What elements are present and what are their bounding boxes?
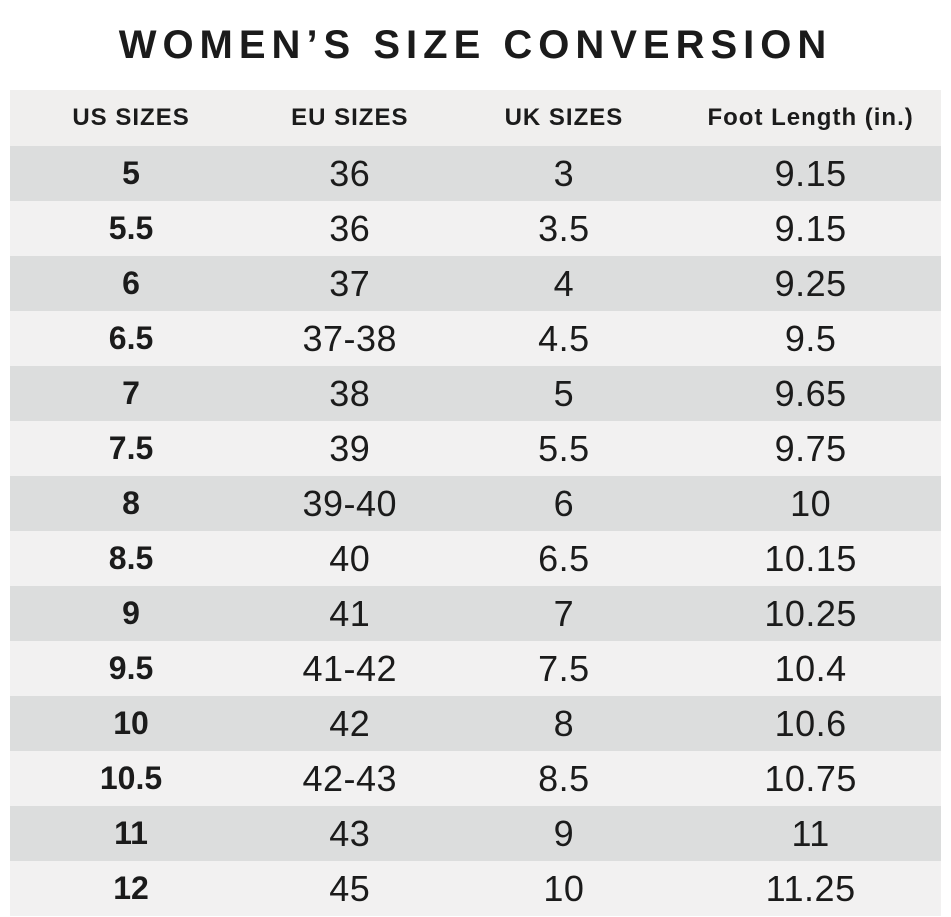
foot-length-cell: 9.5 bbox=[784, 317, 837, 359]
table-row: 11 43 9 11 bbox=[10, 806, 941, 861]
uk-size-cell: 8.5 bbox=[538, 757, 590, 799]
eu-size-cell: 36 bbox=[329, 207, 371, 249]
table-row: 6 37 4 9.25 bbox=[10, 256, 941, 311]
uk-size-cell: 10 bbox=[543, 867, 585, 909]
table-row: 6.5 37-38 4.5 9.5 bbox=[10, 311, 941, 366]
eu-size-cell: 39 bbox=[329, 427, 371, 469]
us-size-cell: 6.5 bbox=[108, 320, 154, 356]
us-size-cell: 6 bbox=[122, 265, 140, 301]
us-size-cell: 10.5 bbox=[99, 760, 163, 796]
table-row: 9.5 41-42 7.5 10.4 bbox=[10, 641, 941, 696]
table-row: 7 38 5 9.65 bbox=[10, 366, 941, 421]
eu-size-cell: 43 bbox=[329, 812, 371, 854]
uk-size-cell: 7.5 bbox=[538, 647, 590, 689]
us-size-cell: 5.5 bbox=[108, 210, 154, 246]
column-header-eu-sizes: EU SIZES bbox=[291, 104, 409, 131]
uk-size-cell: 6 bbox=[553, 482, 575, 524]
eu-size-cell: 42-43 bbox=[302, 757, 398, 799]
us-size-cell: 5 bbox=[122, 155, 140, 191]
foot-length-cell: 9.65 bbox=[774, 372, 847, 414]
us-size-cell: 7.5 bbox=[108, 430, 154, 466]
uk-size-cell: 4.5 bbox=[538, 317, 590, 359]
uk-size-cell: 7 bbox=[553, 592, 575, 634]
uk-size-cell: 6.5 bbox=[538, 537, 590, 579]
table-row: 9 41 7 10.25 bbox=[10, 586, 941, 641]
uk-size-cell: 8 bbox=[553, 702, 575, 744]
us-size-cell: 7 bbox=[122, 375, 140, 411]
us-size-cell: 11 bbox=[114, 815, 148, 851]
page-title: WOMEN’S SIZE CONVERSION bbox=[118, 22, 833, 67]
eu-size-cell: 37 bbox=[329, 262, 371, 304]
foot-length-cell: 9.25 bbox=[774, 262, 847, 304]
table-row: 10.5 42-43 8.5 10.75 bbox=[10, 751, 941, 806]
table-row: 12 45 10 11.25 bbox=[10, 861, 941, 916]
table-header-row: US SIZES EU SIZES UK SIZES Foot Length (… bbox=[10, 90, 941, 146]
table-row: 7.5 39 5.5 9.75 bbox=[10, 421, 941, 476]
eu-size-cell: 38 bbox=[329, 372, 371, 414]
foot-length-cell: 9.15 bbox=[774, 207, 847, 249]
foot-length-cell: 9.75 bbox=[774, 427, 847, 469]
uk-size-cell: 4 bbox=[553, 262, 575, 304]
us-size-cell: 8.5 bbox=[108, 540, 154, 576]
eu-size-cell: 41 bbox=[329, 592, 371, 634]
us-size-cell: 8 bbox=[122, 485, 140, 521]
foot-length-cell: 11 bbox=[791, 812, 830, 854]
foot-length-cell: 9.15 bbox=[774, 152, 847, 194]
table-row: 5.5 36 3.5 9.15 bbox=[10, 201, 941, 256]
column-header-foot-length: Foot Length (in.) bbox=[707, 104, 914, 131]
us-size-cell: 9.5 bbox=[108, 650, 154, 686]
foot-length-cell: 10.15 bbox=[764, 537, 857, 579]
foot-length-cell: 10.4 bbox=[774, 647, 847, 689]
eu-size-cell: 41-42 bbox=[302, 647, 398, 689]
table-row: 5 36 3 9.15 bbox=[10, 146, 941, 201]
table-row: 10 42 8 10.6 bbox=[10, 696, 941, 751]
eu-size-cell: 45 bbox=[329, 867, 371, 909]
column-header-us-sizes: US SIZES bbox=[72, 104, 190, 131]
foot-length-cell: 10.6 bbox=[774, 702, 847, 744]
uk-size-cell: 5 bbox=[553, 372, 575, 414]
foot-length-cell: 10.25 bbox=[764, 592, 857, 634]
uk-size-cell: 9 bbox=[553, 812, 575, 854]
uk-size-cell: 3.5 bbox=[538, 207, 590, 249]
size-conversion-table: US SIZES EU SIZES UK SIZES Foot Length (… bbox=[10, 90, 941, 916]
column-header-uk-sizes: UK SIZES bbox=[504, 104, 624, 131]
table-row: 8.5 40 6.5 10.15 bbox=[10, 531, 941, 586]
eu-size-cell: 39-40 bbox=[302, 482, 398, 524]
eu-size-cell: 42 bbox=[329, 702, 371, 744]
foot-length-cell: 11.25 bbox=[765, 867, 856, 909]
table-row: 8 39-40 6 10 bbox=[10, 476, 941, 531]
table-body: 5 36 3 9.15 5.5 36 3.5 9.15 6 37 4 9.25 … bbox=[10, 146, 941, 916]
foot-length-cell: 10.75 bbox=[764, 757, 857, 799]
uk-size-cell: 5.5 bbox=[538, 427, 590, 469]
eu-size-cell: 36 bbox=[329, 152, 371, 194]
us-size-cell: 10 bbox=[113, 705, 149, 741]
us-size-cell: 12 bbox=[113, 870, 149, 906]
uk-size-cell: 3 bbox=[553, 152, 575, 194]
eu-size-cell: 40 bbox=[329, 537, 371, 579]
eu-size-cell: 37-38 bbox=[302, 317, 398, 359]
us-size-cell: 9 bbox=[122, 595, 140, 631]
foot-length-cell: 10 bbox=[790, 482, 832, 524]
